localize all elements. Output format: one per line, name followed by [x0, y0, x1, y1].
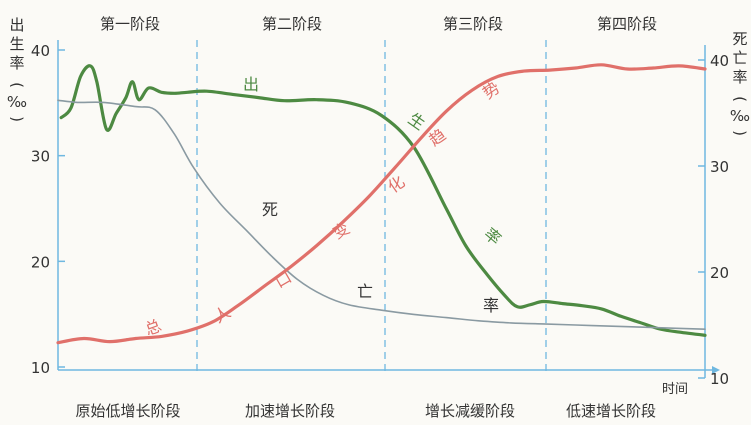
right-axis-title-char: ( [731, 96, 749, 102]
left-axis-title-char: ) [8, 116, 26, 122]
left-tick-label: 10 [31, 359, 50, 377]
death-rate-label-char: 死 [262, 200, 278, 219]
left-axis-title-char: ‰ [7, 93, 27, 111]
left-tick-label: 20 [31, 253, 50, 271]
right-tick-label: 40 [710, 52, 729, 70]
population-trend-label-char: 口 [272, 267, 295, 291]
right-axis-title-char: ‰ [730, 107, 750, 125]
x-axis-arrow [712, 366, 720, 374]
birth-rate-line [59, 64, 707, 337]
right-tick-label: 20 [710, 264, 729, 282]
x-axis-title: 时间 [662, 382, 688, 397]
right-axis-title-char: 率 [732, 68, 747, 86]
birth-rate-label-char: 生 [405, 109, 429, 134]
left-axis-title-char: 出 [9, 16, 24, 34]
left-axis-title-char: 生 [9, 35, 24, 53]
right-axis-title-char: 死 [732, 30, 747, 48]
left-axis-title-char: ( [8, 82, 26, 88]
right-tick-label: 10 [710, 370, 729, 388]
left-tick-label: 30 [31, 148, 50, 166]
stage-name-1: 原始低增长阶段 [75, 402, 180, 420]
death-rate-line [57, 99, 706, 330]
total-population-line [56, 63, 707, 345]
stage-name-3: 增长减缓阶段 [425, 402, 515, 420]
left-axis-title-char: 率 [9, 54, 24, 72]
right-axis-title-char: 亡 [732, 49, 747, 67]
population-trend-label-char: 变 [330, 218, 353, 242]
right-tick-label: 30 [710, 158, 729, 176]
population-trend-label-char: 总 [142, 316, 164, 339]
left-tick-label: 40 [31, 42, 50, 60]
stage-title-4: 第四阶段 [597, 15, 657, 33]
stage-title-1: 第一阶段 [100, 15, 160, 33]
right-axis-title-char: ) [731, 130, 749, 136]
stage-name-4: 低速增长阶段 [566, 402, 656, 420]
birth-rate-label-char: 率 [480, 224, 504, 249]
stage-name-2: 加速增长阶段 [245, 402, 335, 420]
birth-rate-label-char: 出 [243, 75, 259, 94]
stage-title-2: 第二阶段 [262, 15, 322, 33]
stage-title-3: 第三阶段 [443, 15, 503, 33]
death-rate-label-char: 亡 [357, 282, 373, 301]
death-rate-label-char: 率 [483, 296, 499, 315]
